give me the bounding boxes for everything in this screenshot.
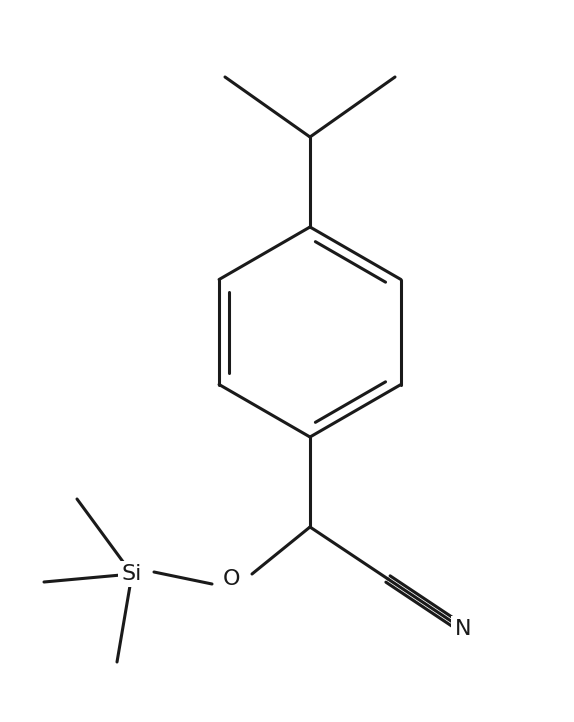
Text: Si: Si bbox=[122, 564, 142, 584]
Text: N: N bbox=[455, 619, 471, 639]
Text: O: O bbox=[223, 569, 241, 589]
